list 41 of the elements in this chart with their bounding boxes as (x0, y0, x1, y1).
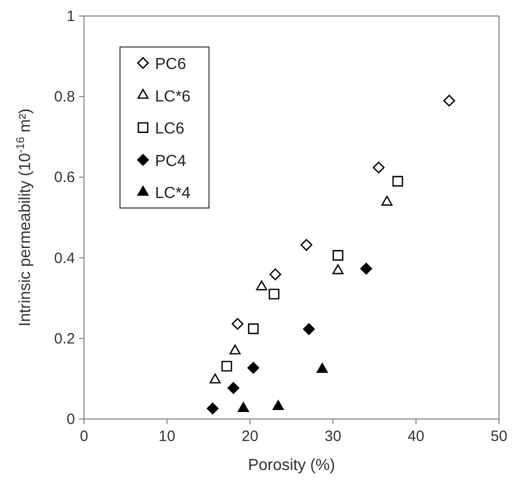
y-tick-label: 0.2 (54, 330, 75, 348)
point (232, 318, 244, 330)
y-tick-label: 0 (66, 411, 75, 428)
point (300, 239, 312, 251)
point (372, 162, 385, 174)
point (228, 382, 240, 394)
point (210, 374, 221, 384)
legend-label: PC6 (155, 56, 186, 73)
point (332, 264, 344, 274)
x-tick-label: 40 (408, 428, 424, 445)
legend-label: LC*4 (155, 185, 191, 202)
y-tick-label: 0.6 (54, 169, 75, 186)
x-tick-label: 30 (324, 428, 342, 445)
x-tick-label: 0 (80, 428, 88, 445)
point (332, 250, 344, 261)
point (256, 280, 268, 290)
point (269, 268, 282, 280)
x-tick-label: 10 (158, 428, 176, 445)
point (360, 262, 372, 275)
y-tick-label: 1 (66, 8, 75, 25)
point (247, 362, 260, 374)
point (248, 323, 259, 334)
point (392, 176, 404, 187)
point (221, 360, 232, 372)
legend-label: LC6 (155, 120, 184, 138)
x-axis-title: Porosity (%) (248, 457, 336, 474)
point (206, 402, 219, 414)
point (229, 344, 241, 354)
point (268, 288, 280, 300)
x-tick-label: 50 (490, 428, 508, 445)
legend-label: LC*6 (155, 88, 191, 106)
x-tick-label: 20 (242, 428, 258, 445)
y-tick-label: 0.4 (54, 250, 75, 267)
y-tick-label: 0.8 (54, 88, 75, 106)
legend-label: PC4 (155, 152, 186, 170)
point (238, 402, 249, 412)
point (381, 196, 393, 206)
point (443, 94, 456, 107)
point (303, 323, 315, 336)
point (316, 363, 328, 373)
point (272, 400, 284, 410)
